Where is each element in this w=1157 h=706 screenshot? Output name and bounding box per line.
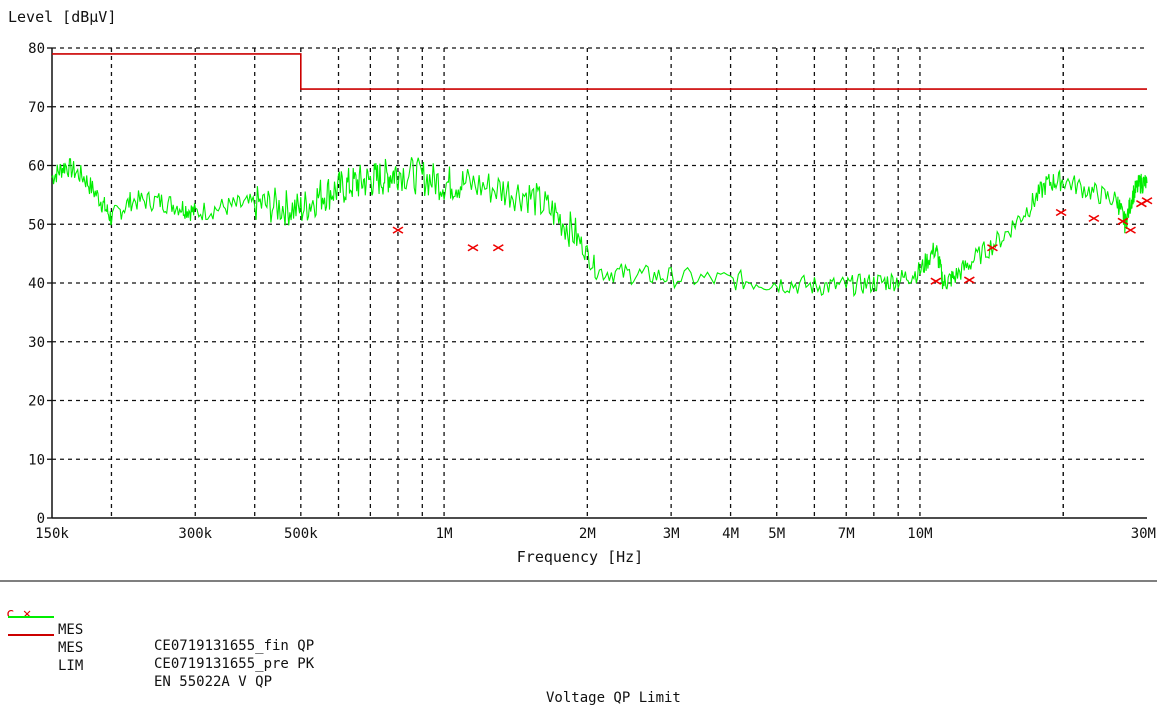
y-tick-label: 80 bbox=[28, 41, 45, 57]
qp-marker bbox=[1125, 226, 1136, 234]
legend-description: Voltage QP Limit bbox=[546, 690, 681, 706]
y-tick-label: 50 bbox=[28, 217, 45, 233]
y-tick-label: 30 bbox=[28, 335, 45, 351]
limit-line bbox=[52, 53, 1147, 90]
x-tick-label: 7M bbox=[838, 526, 855, 542]
x-axis-label: Frequency [Hz] bbox=[517, 548, 643, 566]
emission-chart: Level [dBµV] 0 10 20 30 40 50 60 70 80 150k 300k 50… bbox=[0, 8, 1157, 582]
y-tick-label: 40 bbox=[28, 276, 45, 292]
qp-marker bbox=[392, 226, 404, 234]
qp-marker bbox=[930, 277, 942, 285]
x-tick-label: 3M bbox=[663, 526, 680, 542]
x-tick-label: 1M bbox=[436, 526, 453, 542]
qp-marker-symbol: c ✕ bbox=[6, 606, 32, 622]
qp-marker-stroke bbox=[930, 277, 942, 285]
qp-marker-stroke bbox=[987, 244, 998, 252]
qp-marker-stroke bbox=[1088, 214, 1100, 223]
peak-trace-layer bbox=[51, 157, 1148, 298]
x-tick-label: 30M bbox=[1131, 526, 1156, 542]
qp-marker-stroke bbox=[1055, 208, 1067, 217]
legend-series-name: EN 55022A V QP bbox=[154, 674, 273, 690]
legend-tag: LIM bbox=[58, 658, 84, 674]
qp-marker bbox=[1088, 214, 1100, 223]
y-tick-label: 70 bbox=[28, 100, 45, 116]
qp-marker bbox=[963, 276, 975, 284]
legend-tag: MES bbox=[58, 622, 84, 638]
limit-line-swatch bbox=[8, 634, 54, 636]
qp-marker-stroke bbox=[963, 276, 975, 284]
qp-marker-stroke bbox=[1117, 217, 1129, 225]
tick-labels: 0 10 20 30 40 50 60 70 80 150k 300k 500k 1M 2M 3M 4M 5M 7… bbox=[28, 41, 1156, 542]
y-axis-label: Level [dBµV] bbox=[8, 8, 116, 26]
x-tick-label: 5M bbox=[768, 526, 785, 542]
qp-marker bbox=[492, 244, 504, 252]
legend-tag: MES bbox=[58, 640, 84, 656]
qp-marker-stroke bbox=[392, 226, 404, 234]
legend-series-name: CE0719131655_pre PK bbox=[154, 656, 315, 672]
qp-marker-stroke bbox=[467, 244, 479, 252]
limit-line-layer bbox=[52, 53, 1147, 90]
y-tick-label: 0 bbox=[37, 511, 45, 527]
x-tick-label: 150k bbox=[35, 526, 69, 542]
x-tick-label: 2M bbox=[579, 526, 596, 542]
pk-line-swatch bbox=[8, 616, 54, 618]
peak-trace bbox=[51, 157, 1148, 298]
x-tick-label: 300k bbox=[178, 526, 212, 542]
qp-marker bbox=[987, 244, 998, 252]
y-tick-label: 60 bbox=[28, 159, 45, 175]
qp-markers-layer bbox=[392, 197, 1153, 285]
qp-marker bbox=[1141, 197, 1153, 205]
qp-marker-stroke bbox=[492, 244, 504, 252]
axes bbox=[47, 47, 1147, 519]
grid bbox=[52, 47, 1147, 518]
legend-row-limit: LIM EN 55022A V QP Voltage QP Limit bbox=[6, 626, 681, 706]
y-tick-label: 20 bbox=[28, 394, 45, 410]
qp-marker bbox=[1055, 208, 1067, 217]
qp-marker-stroke bbox=[1125, 226, 1136, 234]
y-tick-label: 10 bbox=[28, 452, 45, 468]
x-tick-label: 10M bbox=[907, 526, 932, 542]
legend-series-name: CE0719131655_fin QP bbox=[154, 638, 315, 654]
x-tick-label: 500k bbox=[284, 526, 318, 542]
qp-marker bbox=[1117, 217, 1129, 225]
qp-marker bbox=[467, 244, 479, 252]
x-tick-label: 4M bbox=[722, 526, 739, 542]
qp-marker-stroke bbox=[1141, 197, 1153, 205]
